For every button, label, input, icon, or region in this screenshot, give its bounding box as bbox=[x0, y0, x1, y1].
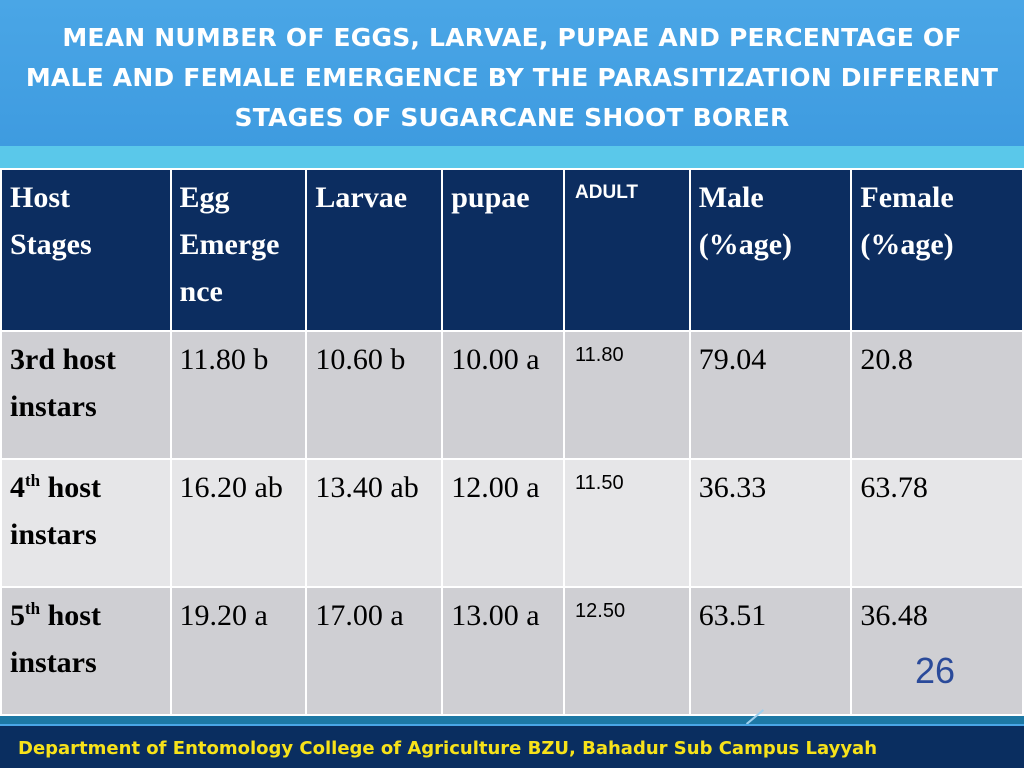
male-cell: 63.51 bbox=[688, 586, 853, 716]
host-stage-cell: 3rd host instars bbox=[0, 330, 172, 460]
header-pupae: pupae bbox=[441, 168, 566, 332]
header-male: Male (%age) bbox=[688, 168, 853, 332]
adult-cell: 11.50 bbox=[563, 458, 691, 588]
header-adult: ADULT bbox=[563, 168, 691, 332]
pupae-cell: 13.00 a bbox=[441, 586, 566, 716]
egg-cell: 11.80 b bbox=[169, 330, 308, 460]
female-cell: 36.48 bbox=[850, 586, 1024, 716]
footer-text: Department of Entomology College of Agri… bbox=[18, 738, 878, 759]
male-cell: 79.04 bbox=[688, 330, 853, 460]
table-row: 3rd host instars 11.80 b 10.60 b 10.00 a… bbox=[0, 330, 1024, 460]
table-row: 5th host instars 19.20 a 17.00 a 13.00 a… bbox=[0, 586, 1024, 716]
title-band bbox=[0, 0, 1024, 146]
host-stage-cell: 5th host instars bbox=[0, 586, 172, 716]
pupae-cell: 10.00 a bbox=[441, 330, 566, 460]
egg-cell: 16.20 ab bbox=[169, 458, 308, 588]
table-row: 4th host instars 16.20 ab 13.40 ab 12.00… bbox=[0, 458, 1024, 588]
page-number: 26 bbox=[914, 650, 956, 691]
male-cell: 36.33 bbox=[688, 458, 853, 588]
female-cell: 20.8 bbox=[850, 330, 1024, 460]
footer-bar bbox=[0, 724, 1024, 768]
larvae-cell: 17.00 a bbox=[305, 586, 444, 716]
header-host-stages: Host Stages bbox=[0, 168, 172, 332]
larvae-cell: 13.40 ab bbox=[305, 458, 444, 588]
egg-cell: 19.20 a bbox=[169, 586, 308, 716]
data-table: Host Stages Egg Emerge nce Larvae pupae … bbox=[0, 168, 1024, 716]
host-stage-cell: 4th host instars bbox=[0, 458, 172, 588]
header-egg-emergence: Egg Emerge nce bbox=[169, 168, 308, 332]
larvae-cell: 10.60 b bbox=[305, 330, 444, 460]
adult-cell: 12.50 bbox=[563, 586, 691, 716]
slide-title: MEAN NUMBER OF EGGS, LARVAE, PUPAE AND P… bbox=[25, 23, 999, 132]
adult-cell: 11.80 bbox=[563, 330, 691, 460]
accent-band bbox=[0, 146, 1024, 168]
footer-divider bbox=[0, 724, 1024, 726]
header-female: Female (%age) bbox=[850, 168, 1024, 332]
pupae-cell: 12.00 a bbox=[441, 458, 566, 588]
header-larvae: Larvae bbox=[305, 168, 444, 332]
header-row: Host Stages Egg Emerge nce Larvae pupae … bbox=[0, 168, 1024, 332]
female-cell: 63.78 bbox=[850, 458, 1024, 588]
